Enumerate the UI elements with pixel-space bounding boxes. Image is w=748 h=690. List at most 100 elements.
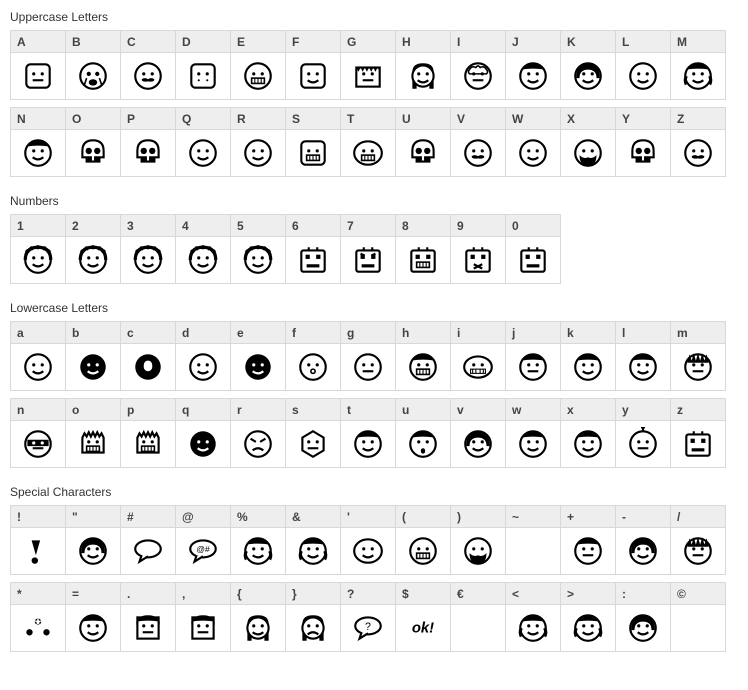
char-cell[interactable]: l bbox=[615, 321, 671, 391]
char-cell[interactable]: D bbox=[175, 30, 231, 100]
char-cell[interactable]: z bbox=[670, 398, 726, 468]
char-cell[interactable]: 0 bbox=[505, 214, 561, 284]
char-cell[interactable]: © bbox=[670, 582, 726, 652]
char-cell[interactable]: 1 bbox=[10, 214, 66, 284]
char-cell[interactable]: : bbox=[615, 582, 671, 652]
char-cell[interactable]: y bbox=[615, 398, 671, 468]
char-cell[interactable]: s bbox=[285, 398, 341, 468]
char-cell[interactable]: { bbox=[230, 582, 286, 652]
char-cell[interactable]: 7 bbox=[340, 214, 396, 284]
char-cell[interactable]: - bbox=[615, 505, 671, 575]
char-cell[interactable]: + bbox=[560, 505, 616, 575]
char-cell[interactable]: h bbox=[395, 321, 451, 391]
char-cell[interactable]: x bbox=[560, 398, 616, 468]
char-cell[interactable]: 2 bbox=[65, 214, 121, 284]
char-cell[interactable]: ( bbox=[395, 505, 451, 575]
char-cell[interactable]: X bbox=[560, 107, 616, 177]
char-cell[interactable]: , bbox=[175, 582, 231, 652]
char-cell[interactable]: H bbox=[395, 30, 451, 100]
char-cell[interactable]: a bbox=[10, 321, 66, 391]
char-cell[interactable]: P bbox=[120, 107, 176, 177]
char-glyph bbox=[121, 421, 175, 467]
char-cell[interactable]: J bbox=[505, 30, 561, 100]
char-cell[interactable]: / bbox=[670, 505, 726, 575]
char-cell[interactable]: V bbox=[450, 107, 506, 177]
char-grid: abcdefghijklm nopqrstuvwxyz bbox=[10, 321, 738, 467]
char-glyph bbox=[451, 237, 505, 283]
char-cell[interactable]: p bbox=[120, 398, 176, 468]
char-cell[interactable]: } bbox=[285, 582, 341, 652]
char-cell[interactable]: E bbox=[230, 30, 286, 100]
char-cell[interactable]: C bbox=[120, 30, 176, 100]
char-cell[interactable]: 3 bbox=[120, 214, 176, 284]
char-cell[interactable]: 6 bbox=[285, 214, 341, 284]
char-cell[interactable]: b bbox=[65, 321, 121, 391]
char-cell[interactable]: " bbox=[65, 505, 121, 575]
char-cell[interactable]: S bbox=[285, 107, 341, 177]
char-cell[interactable]: j bbox=[505, 321, 561, 391]
char-cell[interactable]: L bbox=[615, 30, 671, 100]
char-cell[interactable]: U bbox=[395, 107, 451, 177]
char-label: : bbox=[616, 583, 670, 605]
char-cell[interactable]: w bbox=[505, 398, 561, 468]
char-cell[interactable]: r bbox=[230, 398, 286, 468]
char-cell[interactable]: ~ bbox=[505, 505, 561, 575]
char-cell[interactable]: d bbox=[175, 321, 231, 391]
char-cell[interactable]: e bbox=[230, 321, 286, 391]
char-cell[interactable]: 5 bbox=[230, 214, 286, 284]
char-label: 9 bbox=[451, 215, 505, 237]
char-cell[interactable]: i bbox=[450, 321, 506, 391]
char-cell[interactable]: > bbox=[560, 582, 616, 652]
char-label: 8 bbox=[396, 215, 450, 237]
char-glyph bbox=[11, 344, 65, 390]
char-cell[interactable]: O bbox=[65, 107, 121, 177]
char-cell[interactable]: & bbox=[285, 505, 341, 575]
char-cell[interactable]: f bbox=[285, 321, 341, 391]
char-cell[interactable]: I bbox=[450, 30, 506, 100]
char-cell[interactable]: M bbox=[670, 30, 726, 100]
char-cell[interactable]: < bbox=[505, 582, 561, 652]
char-glyph bbox=[121, 605, 175, 651]
char-cell[interactable]: v bbox=[450, 398, 506, 468]
char-cell[interactable]: N bbox=[10, 107, 66, 177]
char-cell[interactable]: F bbox=[285, 30, 341, 100]
char-glyph bbox=[176, 53, 230, 99]
char-cell[interactable]: o bbox=[65, 398, 121, 468]
char-cell[interactable]: 4 bbox=[175, 214, 231, 284]
char-cell[interactable]: * bbox=[10, 582, 66, 652]
char-cell[interactable]: Z bbox=[670, 107, 726, 177]
char-cell[interactable]: R bbox=[230, 107, 286, 177]
char-cell[interactable]: ) bbox=[450, 505, 506, 575]
char-cell[interactable]: m bbox=[670, 321, 726, 391]
char-cell[interactable]: A bbox=[10, 30, 66, 100]
char-cell[interactable]: $ok! bbox=[395, 582, 451, 652]
char-cell[interactable]: ?? bbox=[340, 582, 396, 652]
char-glyph bbox=[451, 53, 505, 99]
char-cell[interactable]: Q bbox=[175, 107, 231, 177]
char-glyph bbox=[231, 528, 285, 574]
char-cell[interactable]: Y bbox=[615, 107, 671, 177]
char-cell[interactable]: € bbox=[450, 582, 506, 652]
char-cell[interactable]: t bbox=[340, 398, 396, 468]
char-cell[interactable]: 9 bbox=[450, 214, 506, 284]
char-cell[interactable]: . bbox=[120, 582, 176, 652]
char-cell[interactable]: = bbox=[65, 582, 121, 652]
char-cell[interactable]: # bbox=[120, 505, 176, 575]
char-cell[interactable]: T bbox=[340, 107, 396, 177]
char-cell[interactable]: W bbox=[505, 107, 561, 177]
char-cell[interactable]: k bbox=[560, 321, 616, 391]
char-cell[interactable]: q bbox=[175, 398, 231, 468]
char-cell[interactable]: % bbox=[230, 505, 286, 575]
char-cell[interactable]: G bbox=[340, 30, 396, 100]
char-cell[interactable]: n bbox=[10, 398, 66, 468]
char-cell[interactable]: K bbox=[560, 30, 616, 100]
char-cell[interactable]: u bbox=[395, 398, 451, 468]
char-glyph bbox=[396, 421, 450, 467]
char-cell[interactable]: c bbox=[120, 321, 176, 391]
char-cell[interactable]: g bbox=[340, 321, 396, 391]
char-cell[interactable]: B bbox=[65, 30, 121, 100]
char-cell[interactable]: ! bbox=[10, 505, 66, 575]
char-cell[interactable]: ' bbox=[340, 505, 396, 575]
char-cell[interactable]: @@# bbox=[175, 505, 231, 575]
char-cell[interactable]: 8 bbox=[395, 214, 451, 284]
